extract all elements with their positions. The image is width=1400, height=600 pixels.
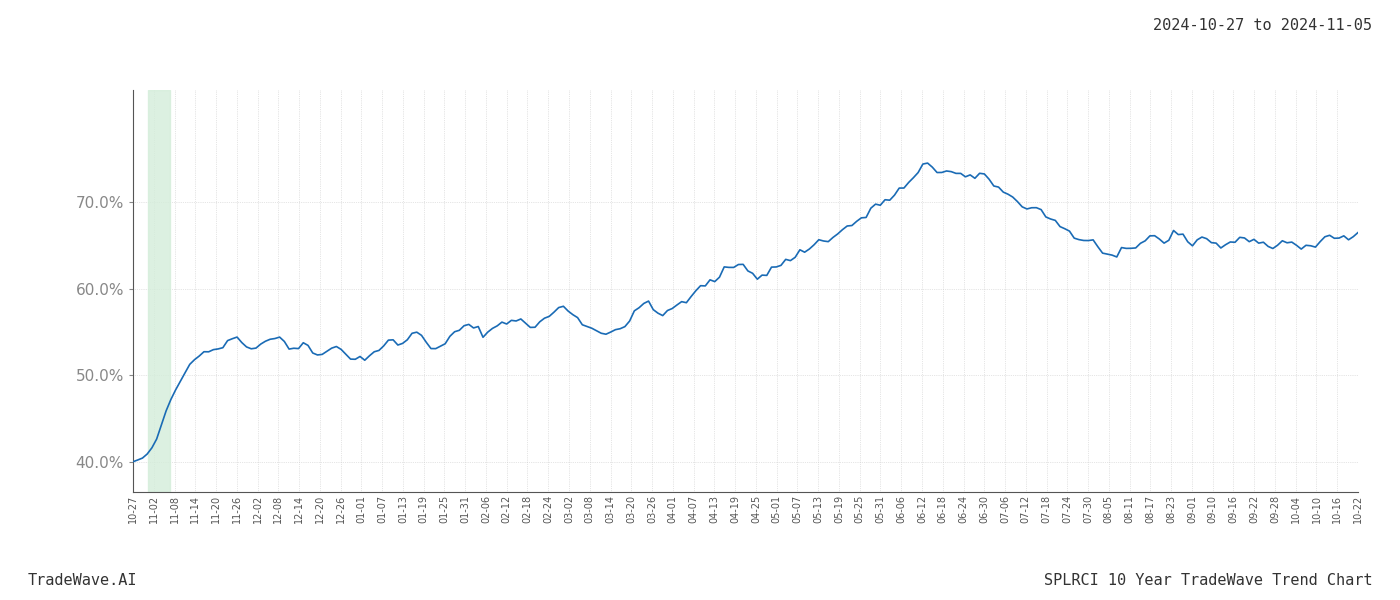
Text: TradeWave.AI: TradeWave.AI [28, 573, 137, 588]
Text: 2024-10-27 to 2024-11-05: 2024-10-27 to 2024-11-05 [1154, 18, 1372, 33]
Bar [148, 90, 169, 492]
Text: SPLRCI 10 Year TradeWave Trend Chart: SPLRCI 10 Year TradeWave Trend Chart [1043, 573, 1372, 588]
